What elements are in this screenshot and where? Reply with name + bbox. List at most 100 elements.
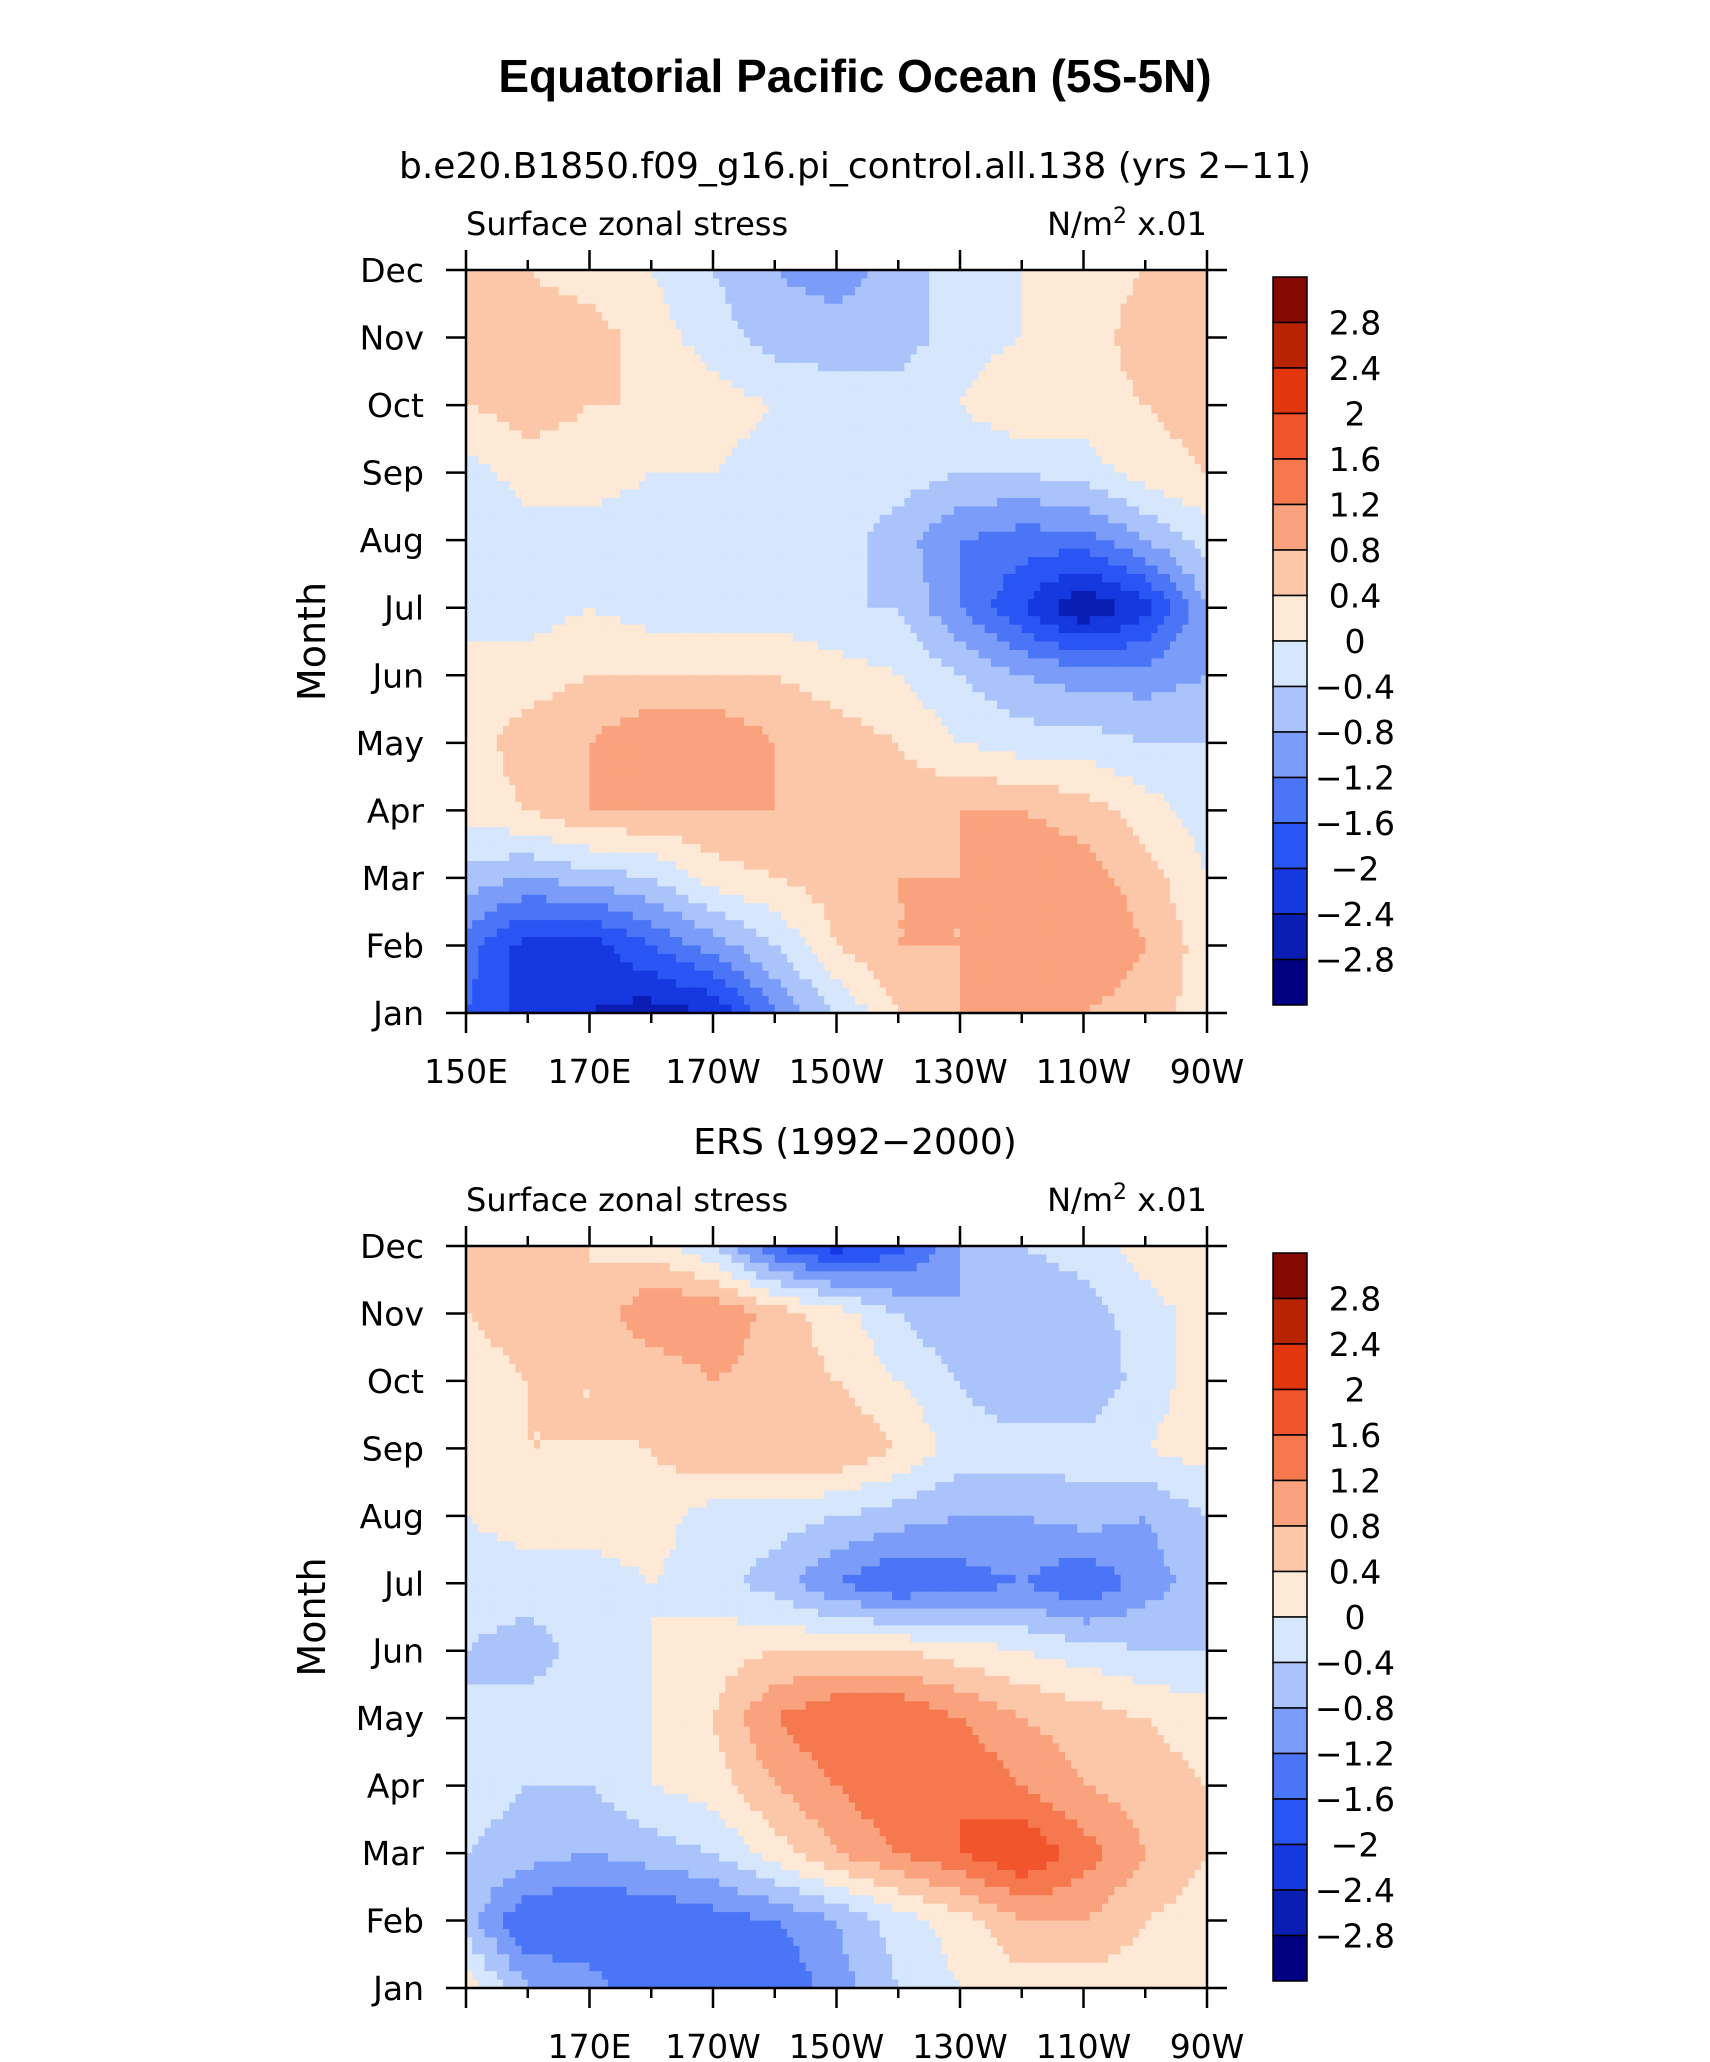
- heatmap-cell: [1046, 438, 1054, 448]
- heatmap-cell: [922, 565, 930, 575]
- heatmap-cell: [478, 565, 486, 575]
- heatmap-cell: [570, 396, 578, 406]
- heatmap-cell: [966, 514, 973, 524]
- heatmap-cell: [1027, 481, 1035, 491]
- heatmap-cell: [657, 455, 665, 465]
- heatmap-cell: [1108, 548, 1115, 558]
- heatmap-cell: [521, 557, 529, 567]
- heatmap-cell: [533, 354, 541, 364]
- heatmap-cell: [1108, 573, 1115, 583]
- heatmap-cell: [694, 540, 702, 550]
- heatmap-cell: [743, 286, 751, 296]
- heatmap-cell: [922, 540, 930, 550]
- heatmap-cell: [1114, 303, 1122, 313]
- heatmap-cell: [638, 489, 646, 499]
- heatmap-cell: [1139, 489, 1146, 499]
- heatmap-cell: [984, 514, 992, 524]
- heatmap-cell: [1145, 590, 1153, 600]
- heatmap-cell: [1077, 303, 1085, 313]
- heatmap-cell: [1194, 337, 1202, 347]
- heatmap-cell: [515, 565, 523, 575]
- heatmap-cell: [1176, 337, 1183, 347]
- heatmap-cell: [725, 464, 733, 474]
- heatmap-cell: [836, 531, 844, 541]
- heatmap-cell: [546, 438, 554, 448]
- heatmap-cell: [842, 557, 850, 567]
- heatmap-cell: [546, 286, 554, 296]
- heatmap-cell: [1058, 523, 1066, 533]
- heatmap-cell: [750, 616, 757, 626]
- heatmap-cell: [824, 481, 831, 491]
- heatmap-cell: [663, 371, 671, 381]
- heatmap-cell: [1200, 565, 1208, 575]
- heatmap-cell: [960, 582, 967, 592]
- heatmap-cell: [651, 565, 659, 575]
- heatmap-cell: [892, 270, 899, 280]
- heatmap-cell: [1027, 278, 1035, 288]
- heatmap-cell: [892, 337, 899, 347]
- heatmap-cell: [620, 362, 628, 372]
- heatmap-cell: [1071, 337, 1078, 347]
- heatmap-cell: [1139, 548, 1146, 558]
- heatmap-cell: [743, 573, 751, 583]
- heatmap-cell: [1027, 514, 1035, 524]
- heatmap-cell: [645, 354, 652, 364]
- heatmap-cell: [570, 506, 578, 516]
- heatmap-cell: [694, 582, 702, 592]
- heatmap-cell: [509, 421, 516, 432]
- heatmap-cell: [570, 455, 578, 465]
- heatmap-cell: [540, 413, 547, 423]
- heatmap-cell: [811, 447, 819, 457]
- heatmap-cell: [632, 405, 640, 415]
- heatmap-cell: [1188, 590, 1196, 600]
- heatmap-cell: [472, 396, 479, 406]
- heatmap-cell: [484, 354, 492, 364]
- heatmap-cell: [1145, 481, 1153, 491]
- heatmap-cell: [1052, 481, 1060, 491]
- heatmap-cell: [651, 303, 659, 313]
- heatmap-cell: [509, 557, 516, 567]
- heatmap-cell: [885, 464, 893, 474]
- heatmap-cell: [842, 396, 850, 406]
- heatmap-cell: [997, 472, 1004, 482]
- heatmap-cell: [799, 396, 807, 406]
- heatmap-cell: [941, 320, 949, 330]
- heatmap-cell: [515, 421, 523, 432]
- heatmap-cell: [898, 497, 906, 508]
- heatmap-cell: [811, 388, 819, 398]
- heatmap-cell: [521, 464, 529, 474]
- heatmap-cell: [984, 481, 992, 491]
- heatmap-cell: [1046, 447, 1054, 457]
- heatmap-cell: [1151, 362, 1159, 372]
- units-scale: x.01: [1127, 205, 1207, 243]
- heatmap-cell: [509, 329, 516, 339]
- heatmap-cell: [1083, 590, 1091, 600]
- heatmap-cell: [570, 531, 578, 541]
- heatmap-cell: [811, 540, 819, 550]
- heatmap-cell: [935, 548, 943, 558]
- heatmap-cell: [984, 329, 992, 339]
- heatmap-cell: [799, 354, 807, 364]
- heatmap-cell: [750, 506, 757, 516]
- heatmap-cell: [725, 320, 733, 330]
- heatmap-cell: [1120, 514, 1128, 524]
- heatmap-cell: [669, 312, 677, 322]
- heatmap-cell: [700, 573, 708, 583]
- heatmap-cell: [614, 590, 621, 600]
- heatmap-cell: [1058, 565, 1066, 575]
- heatmap-cell: [916, 278, 924, 288]
- heatmap-cell: [1021, 464, 1029, 474]
- heatmap-cell: [836, 573, 844, 583]
- heatmap-cell: [589, 548, 597, 558]
- heatmap-cell: [706, 599, 714, 609]
- heatmap-cell: [990, 413, 998, 423]
- heatmap-cell: [756, 616, 763, 626]
- heatmap-cell: [1132, 421, 1140, 432]
- heatmap-cell: [1034, 405, 1041, 415]
- heatmap-cell: [836, 438, 844, 448]
- heatmap-cell: [836, 312, 844, 322]
- heatmap-cell: [515, 514, 523, 524]
- heatmap-cell: [978, 548, 986, 558]
- heatmap-cell: [836, 295, 844, 305]
- heatmap-cell: [694, 388, 702, 398]
